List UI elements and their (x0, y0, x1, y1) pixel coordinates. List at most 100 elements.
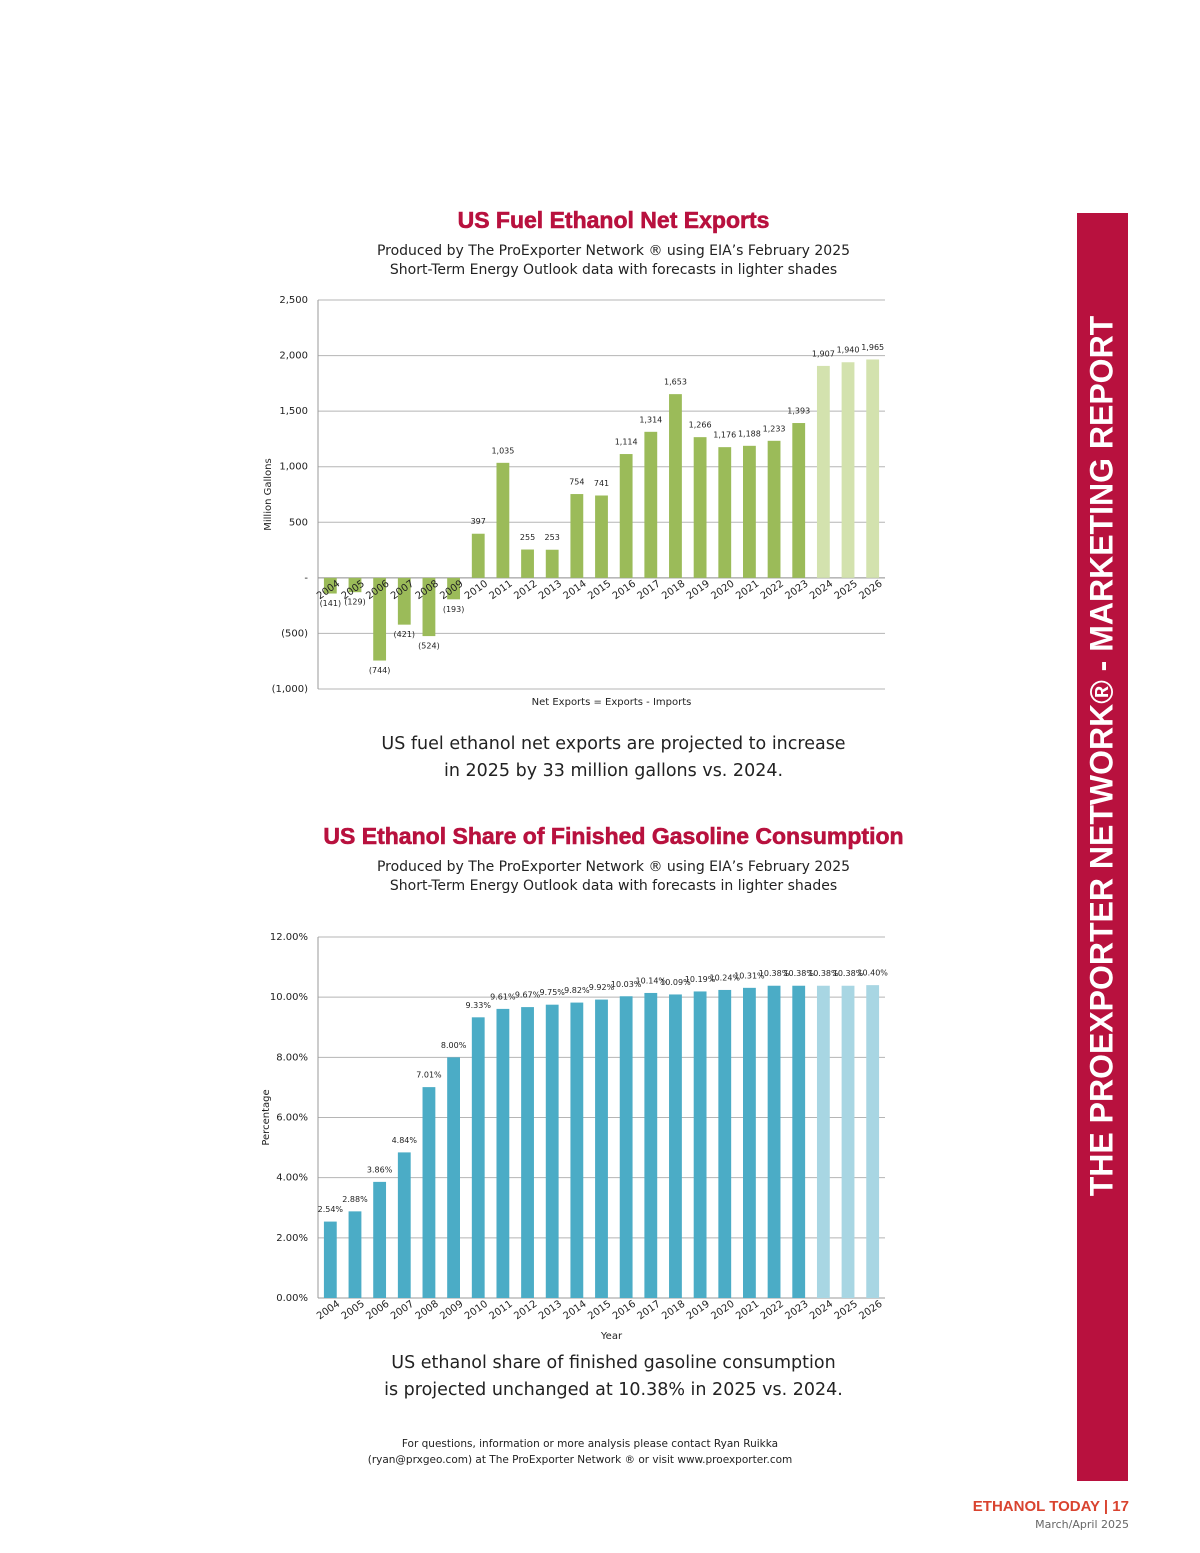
bar (718, 447, 732, 578)
value-label: 9.33% (466, 1001, 492, 1010)
chart-subtitle: Short-Term Energy Outlook data with fore… (390, 878, 837, 894)
y-tick-label: 2,500 (279, 295, 308, 306)
value-label: 9.61% (490, 992, 516, 1001)
value-label: 10.09% (660, 978, 691, 987)
bar (373, 577, 387, 661)
x-tick-label: 2004 (315, 1299, 342, 1323)
x-tick-label: 2005 (340, 1299, 367, 1323)
x-tick-label: 2007 (389, 1299, 416, 1323)
value-label: 9.67% (515, 991, 541, 1000)
chart-subtitle: Short-Term Energy Outlook data with fore… (390, 262, 837, 278)
chart-title: US Fuel Ethanol Net Exports (458, 207, 770, 233)
x-tick-label: 2012 (512, 578, 539, 602)
bar (669, 994, 682, 1298)
bar (644, 992, 658, 1298)
contact-line: For questions, information or more analy… (402, 1438, 778, 1450)
x-tick-label: 2019 (685, 578, 712, 602)
value-label: 10.24% (710, 973, 741, 982)
value-label: 741 (594, 479, 609, 488)
chart-title: US Ethanol Share of Finished Gasoline Co… (323, 823, 903, 849)
y-tick-label: 500 (289, 517, 308, 528)
x-tick-label: 2011 (488, 1299, 515, 1323)
contact-line: (ryan@prxgeo.com) at The ProExporter Net… (368, 1454, 793, 1466)
value-label: 1,393 (787, 407, 810, 416)
value-label: 10.38% (783, 969, 814, 978)
x-tick-label: 2016 (611, 578, 638, 602)
value-label: 1,114 (615, 438, 638, 447)
y-tick-label: - (304, 573, 308, 584)
value-label: 1,035 (491, 446, 514, 455)
footer-publication: ETHANOL TODAY | 17 (973, 1498, 1129, 1515)
bar (693, 991, 707, 1298)
bar (545, 1004, 559, 1298)
x-tick-label: 2022 (759, 1299, 786, 1323)
bar (496, 1008, 510, 1298)
y-tick-label: 1,500 (279, 406, 308, 417)
value-label: 1,176 (713, 431, 736, 440)
bar (619, 996, 633, 1298)
bar (447, 1057, 460, 1298)
value-label: 10.31% (734, 971, 765, 980)
chart-caption: is projected unchanged at 10.38% in 2025… (384, 1380, 843, 1400)
bar (422, 577, 436, 637)
value-label: 8.00% (441, 1041, 467, 1050)
value-label: 1,965 (861, 343, 884, 352)
x-tick-label: 2006 (364, 1299, 391, 1323)
bar (348, 1211, 362, 1298)
bar (693, 437, 707, 578)
value-label: 1,188 (738, 429, 761, 438)
value-label: (129) (344, 598, 366, 607)
x-axis-label: Net Exports = Exports - Imports (532, 697, 692, 708)
y-tick-label: 0.00% (276, 1293, 308, 1304)
value-label: (421) (394, 630, 416, 639)
value-label: 754 (569, 478, 584, 487)
bar (545, 549, 559, 578)
value-label: (744) (369, 666, 391, 675)
bar (447, 577, 460, 600)
x-tick-label: 2010 (463, 1299, 490, 1323)
value-label: 9.75% (539, 988, 565, 997)
x-tick-label: 2014 (562, 1299, 589, 1323)
x-tick-label: 2024 (808, 578, 835, 602)
bar (792, 423, 806, 578)
x-tick-label: 2018 (660, 578, 687, 602)
value-label: 1,653 (664, 378, 687, 387)
value-label: 7.01% (416, 1071, 442, 1080)
bar (323, 1221, 337, 1298)
x-tick-label: 2020 (709, 1299, 736, 1323)
bar (422, 1087, 436, 1298)
sidebar-band (1077, 213, 1128, 1481)
x-tick-label: 2012 (512, 1299, 539, 1323)
bar (595, 999, 608, 1298)
bar (397, 1152, 411, 1298)
chart-subtitle: Produced by The ProExporter Network ® us… (377, 243, 850, 259)
value-label: 10.14% (636, 976, 667, 985)
x-tick-label: 2015 (586, 1299, 613, 1323)
y-axis-label: Percentage (261, 1089, 272, 1145)
value-label: 397 (471, 517, 486, 526)
x-tick-label: 2019 (685, 1299, 712, 1323)
bar (866, 359, 880, 578)
value-label: 10.40% (857, 969, 888, 978)
value-label: 253 (545, 533, 560, 542)
chart-caption: US ethanol share of finished gasoline co… (391, 1353, 835, 1373)
y-tick-label: 2.00% (276, 1233, 308, 1244)
bar (816, 365, 830, 578)
value-label: 9.92% (589, 983, 615, 992)
x-tick-label: 2009 (438, 1299, 465, 1323)
value-label: 2.88% (342, 1195, 368, 1204)
x-tick-label: 2008 (414, 1299, 441, 1323)
value-label: 1,940 (837, 346, 860, 355)
x-tick-label: 2014 (562, 578, 589, 602)
x-tick-label: 2018 (660, 1299, 687, 1323)
chart-caption: US fuel ethanol net exports are projecte… (381, 734, 845, 754)
sidebar-text: THE PROEXPORTER NETWORK® - MARKETING REP… (1083, 315, 1119, 1196)
value-label: 10.38% (759, 969, 790, 978)
bar (669, 394, 682, 578)
value-label: 10.19% (685, 975, 716, 984)
x-tick-label: 2025 (833, 578, 860, 602)
bar (816, 985, 830, 1298)
x-tick-label: 2026 (857, 1299, 884, 1323)
x-tick-label: 2015 (586, 578, 613, 602)
value-label: (141) (320, 599, 342, 608)
